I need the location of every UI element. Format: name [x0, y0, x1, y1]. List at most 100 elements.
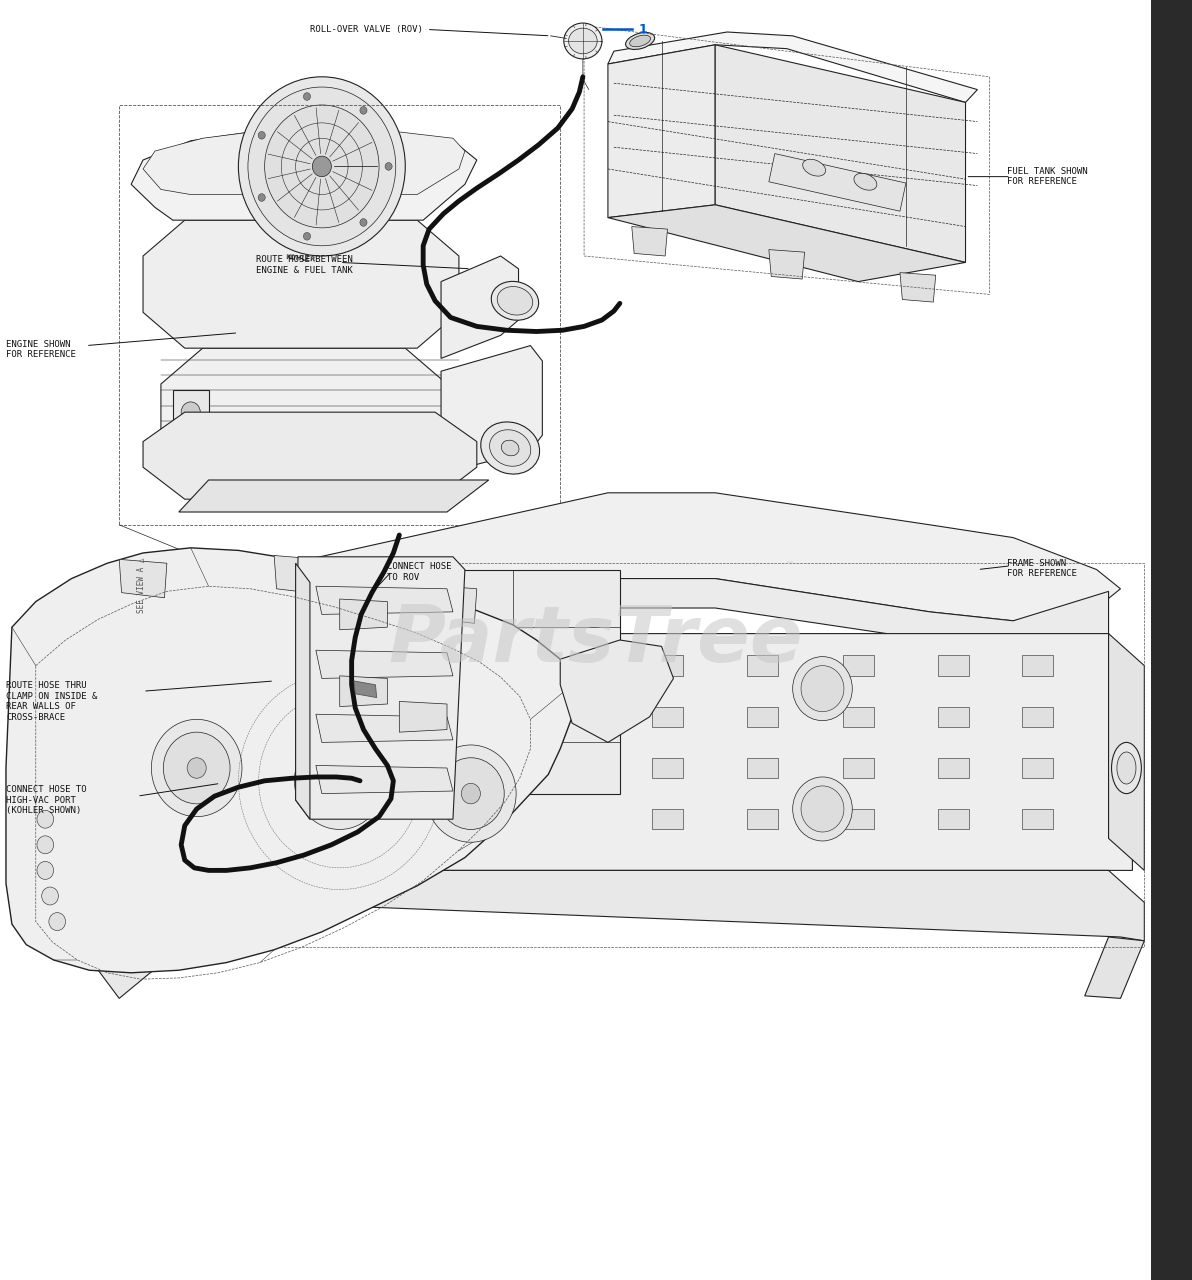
Circle shape	[461, 783, 480, 804]
Polygon shape	[938, 655, 969, 676]
Ellipse shape	[491, 282, 539, 320]
Polygon shape	[262, 579, 1109, 650]
Circle shape	[304, 233, 311, 241]
Polygon shape	[296, 557, 465, 819]
Circle shape	[360, 219, 367, 227]
Polygon shape	[608, 45, 715, 218]
Polygon shape	[316, 586, 453, 614]
Polygon shape	[179, 480, 489, 512]
Circle shape	[265, 105, 379, 228]
Polygon shape	[250, 870, 1144, 941]
Circle shape	[306, 745, 373, 817]
Text: ™: ™	[784, 559, 794, 570]
Ellipse shape	[502, 440, 519, 456]
Circle shape	[437, 758, 504, 829]
Polygon shape	[900, 273, 936, 302]
Circle shape	[793, 777, 852, 841]
Polygon shape	[429, 585, 477, 623]
Ellipse shape	[1117, 751, 1136, 783]
Circle shape	[259, 193, 266, 201]
Polygon shape	[250, 634, 1132, 870]
Polygon shape	[316, 714, 453, 742]
Text: CONNECT HOSE
TO ROV: CONNECT HOSE TO ROV	[387, 562, 452, 582]
Polygon shape	[1151, 0, 1192, 1280]
Ellipse shape	[480, 422, 540, 474]
Circle shape	[330, 771, 349, 791]
Circle shape	[42, 887, 58, 905]
Text: ENGINE SHOWN
FOR REFERENCE: ENGINE SHOWN FOR REFERENCE	[6, 339, 76, 360]
Circle shape	[181, 402, 200, 422]
Polygon shape	[340, 676, 387, 707]
Polygon shape	[1022, 655, 1053, 676]
Polygon shape	[1109, 634, 1144, 870]
Circle shape	[294, 732, 385, 829]
Polygon shape	[143, 412, 477, 499]
Circle shape	[37, 810, 54, 828]
Polygon shape	[1022, 707, 1053, 727]
Circle shape	[801, 786, 844, 832]
Polygon shape	[95, 838, 274, 998]
Polygon shape	[161, 348, 447, 486]
Ellipse shape	[564, 23, 602, 59]
Circle shape	[385, 163, 392, 170]
Polygon shape	[769, 154, 906, 211]
Circle shape	[426, 745, 516, 842]
Circle shape	[248, 87, 396, 246]
Polygon shape	[143, 220, 459, 348]
Circle shape	[37, 861, 54, 879]
Polygon shape	[296, 563, 310, 819]
Polygon shape	[173, 390, 209, 435]
Polygon shape	[652, 758, 683, 778]
Circle shape	[151, 719, 242, 817]
Ellipse shape	[490, 430, 530, 466]
Polygon shape	[843, 655, 874, 676]
Circle shape	[49, 913, 66, 931]
Circle shape	[37, 836, 54, 854]
Circle shape	[360, 106, 367, 114]
Text: ROLL-OVER VALVE (ROV): ROLL-OVER VALVE (ROV)	[310, 24, 423, 35]
Circle shape	[163, 732, 230, 804]
Polygon shape	[938, 707, 969, 727]
Circle shape	[801, 666, 844, 712]
Text: 1: 1	[639, 23, 647, 36]
Polygon shape	[262, 570, 405, 870]
Text: SEE VIEW A △: SEE VIEW A △	[136, 557, 145, 613]
Polygon shape	[747, 758, 778, 778]
Polygon shape	[1085, 937, 1144, 998]
Text: ROUTE HOSE BETWEEN
ENGINE & FUEL TANK: ROUTE HOSE BETWEEN ENGINE & FUEL TANK	[256, 255, 353, 275]
Polygon shape	[715, 45, 966, 262]
Circle shape	[259, 132, 266, 140]
Polygon shape	[769, 250, 805, 279]
Polygon shape	[632, 227, 668, 256]
Polygon shape	[560, 640, 673, 742]
Text: CONNECT HOSE TO
HIGH-VAC PORT
(KOHLER SHOWN): CONNECT HOSE TO HIGH-VAC PORT (KOHLER SH…	[6, 785, 87, 815]
Text: ROUTE HOSE THRU
CLAMP ON INSIDE &
REAR WALLS OF
CROSS-BRACE: ROUTE HOSE THRU CLAMP ON INSIDE & REAR W…	[6, 681, 98, 722]
Polygon shape	[316, 650, 453, 678]
Polygon shape	[747, 707, 778, 727]
Polygon shape	[608, 205, 966, 282]
Polygon shape	[143, 123, 465, 195]
Ellipse shape	[626, 32, 654, 50]
Ellipse shape	[569, 28, 597, 54]
Polygon shape	[608, 32, 977, 102]
Circle shape	[304, 92, 311, 100]
Circle shape	[238, 77, 405, 256]
Polygon shape	[274, 556, 322, 594]
Polygon shape	[354, 681, 377, 698]
Polygon shape	[340, 599, 387, 630]
Text: FUEL TANK SHOWN
FOR REFERENCE: FUEL TANK SHOWN FOR REFERENCE	[1007, 166, 1088, 187]
Polygon shape	[652, 809, 683, 829]
Circle shape	[187, 758, 206, 778]
Polygon shape	[405, 570, 620, 794]
Polygon shape	[6, 548, 572, 973]
Text: FRAME SHOWN
FOR REFERENCE: FRAME SHOWN FOR REFERENCE	[1007, 558, 1078, 579]
Polygon shape	[441, 346, 542, 474]
Polygon shape	[843, 758, 874, 778]
Polygon shape	[119, 559, 167, 598]
Polygon shape	[316, 765, 453, 794]
Text: PartsTree: PartsTree	[389, 602, 803, 678]
Circle shape	[793, 657, 852, 721]
Polygon shape	[652, 655, 683, 676]
Polygon shape	[938, 758, 969, 778]
Polygon shape	[262, 493, 1120, 621]
